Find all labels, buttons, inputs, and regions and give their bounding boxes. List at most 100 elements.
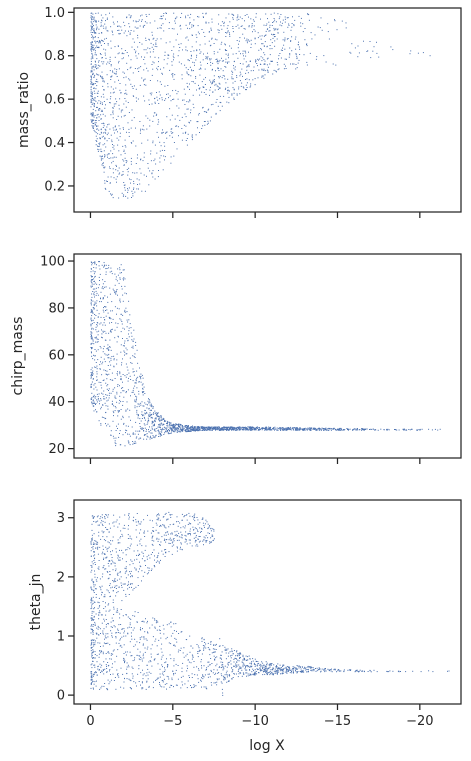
scatter-point <box>295 669 296 671</box>
scatter-point <box>158 415 160 417</box>
scatter-point <box>90 86 92 88</box>
scatter-point <box>292 428 294 429</box>
scatter-point <box>117 423 119 425</box>
scatter-point <box>233 428 235 430</box>
scatter-point <box>223 23 225 24</box>
scatter-point <box>142 26 144 28</box>
scatter-point <box>93 542 95 544</box>
scatter-point <box>121 533 123 535</box>
scatter-point <box>187 430 189 432</box>
scatter-point <box>97 349 99 351</box>
scatter-point <box>144 647 146 649</box>
scatter-point <box>123 57 124 59</box>
scatter-point <box>189 28 191 30</box>
scatter-point <box>100 114 102 116</box>
scatter-point <box>254 665 256 667</box>
scatter-point <box>181 520 183 521</box>
scatter-point <box>147 567 149 569</box>
scatter-point <box>219 110 221 112</box>
scatter-point <box>152 527 154 528</box>
scatter-point <box>218 426 220 428</box>
scatter-point <box>264 41 266 43</box>
scatter-point <box>136 172 138 174</box>
scatter-point <box>138 71 140 72</box>
scatter-point <box>124 292 126 294</box>
scatter-point <box>96 128 98 130</box>
scatter-point <box>120 409 122 410</box>
scatter-point <box>231 678 233 680</box>
scatter-point <box>112 650 114 652</box>
scatter-point <box>213 80 215 82</box>
scatter-point <box>232 87 234 89</box>
scatter-point <box>250 429 252 431</box>
scatter-point <box>137 154 138 156</box>
scatter-point <box>138 655 140 657</box>
scatter-point <box>201 638 203 640</box>
scatter-point <box>194 82 196 84</box>
scatter-point <box>119 301 121 303</box>
scatter-point <box>104 264 106 266</box>
scatter-point <box>143 636 145 638</box>
scatter-point <box>117 526 119 528</box>
scatter-point <box>161 99 163 101</box>
scatter-point <box>129 409 131 411</box>
scatter-point <box>157 176 159 178</box>
scatter-point <box>91 104 93 105</box>
scatter-point <box>151 92 153 94</box>
scatter-point <box>160 145 162 147</box>
scatter-point <box>309 428 311 430</box>
scatter-point <box>123 635 125 637</box>
scatter-point <box>205 56 207 58</box>
scatter-point <box>118 52 120 54</box>
y-tick-label: 0.6 <box>44 93 65 108</box>
scatter-point <box>289 667 291 669</box>
scatter-point <box>200 427 202 428</box>
scatter-point <box>105 264 107 266</box>
scatter-point <box>158 170 159 171</box>
scatter-point <box>119 549 120 551</box>
scatter-point <box>124 187 126 189</box>
scatter-point <box>203 17 204 18</box>
scatter-point <box>114 125 116 127</box>
scatter-point <box>92 548 94 550</box>
scatter-point <box>219 48 221 50</box>
scatter-point <box>215 643 217 645</box>
scatter-point <box>220 666 222 668</box>
scatter-point <box>101 337 103 339</box>
scatter-point <box>204 84 206 85</box>
scatter-point <box>90 317 92 319</box>
scatter-point <box>154 626 156 628</box>
scatter-point <box>165 430 167 432</box>
scatter-point <box>124 342 125 344</box>
scatter-point <box>130 66 132 68</box>
scatter-point <box>100 322 102 324</box>
scatter-point <box>175 423 177 425</box>
scatter-point <box>142 678 144 680</box>
scatter-point <box>223 429 225 431</box>
scatter-point <box>233 92 235 94</box>
scatter-point <box>145 115 147 117</box>
scatter-point <box>99 40 101 42</box>
scatter-point <box>233 665 234 667</box>
scatter-point <box>101 103 103 105</box>
scatter-point <box>94 562 96 563</box>
scatter-point <box>154 619 156 621</box>
scatter-point <box>160 422 162 424</box>
scatter-point <box>256 673 258 675</box>
scatter-point <box>315 429 317 431</box>
scatter-point <box>272 34 274 36</box>
scatter-point <box>122 552 124 554</box>
axes-frame-mass-ratio <box>73 7 462 213</box>
scatter-point <box>154 640 156 642</box>
scatter-point <box>102 653 104 655</box>
scatter-point <box>212 81 214 83</box>
scatter-point <box>240 429 242 431</box>
scatter-point <box>271 429 273 431</box>
scatter-point <box>93 394 95 396</box>
scatter-point <box>93 278 95 280</box>
scatter-point <box>208 108 210 110</box>
scatter-point <box>295 429 297 431</box>
scatter-point <box>145 565 146 566</box>
scatter-point <box>110 157 112 159</box>
scatter-point <box>151 421 153 423</box>
